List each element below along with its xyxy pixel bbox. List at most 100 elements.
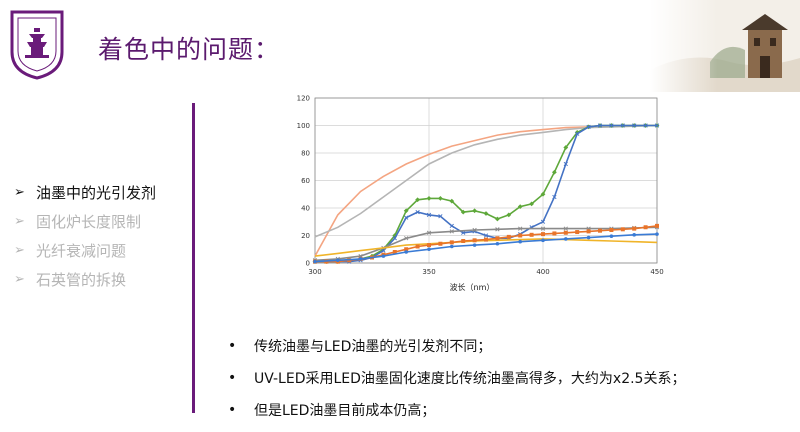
data-point — [586, 229, 591, 234]
arrow-icon: ➢ — [14, 272, 25, 287]
data-point — [472, 238, 477, 243]
x-tick-label: 350 — [422, 268, 435, 276]
data-point — [404, 236, 409, 241]
data-point — [438, 195, 443, 201]
bullet-marker: • — [228, 370, 237, 386]
data-point — [495, 236, 500, 241]
data-point — [438, 214, 443, 219]
series-7 — [313, 232, 659, 264]
series-line — [314, 233, 658, 263]
data-point — [484, 237, 488, 242]
bullet-text: 但是LED油墨目前成本仍高； — [254, 403, 436, 419]
bullet-item: • UV-LED采用LED油墨固化速度比传统油墨高得多，大约为x2.5关系； — [228, 362, 685, 394]
data-point — [449, 240, 454, 245]
nav-item-fiber-attenuation[interactable]: ➢ 光纤衰减问题 — [14, 236, 156, 265]
plot-frame — [314, 97, 658, 264]
y-tick-label: 20 — [301, 232, 310, 240]
data-point — [404, 250, 408, 254]
data-point — [541, 238, 545, 243]
series-2 — [312, 123, 660, 265]
vertical-divider — [192, 103, 195, 413]
nav-item-photoinitiator[interactable]: ➢ 油墨中的光引发剂 — [14, 178, 156, 207]
data-point — [495, 216, 500, 222]
arrow-icon: ➢ — [14, 243, 25, 258]
university-logo — [10, 10, 64, 80]
data-point — [552, 169, 557, 175]
data-point — [575, 230, 580, 235]
data-point — [404, 215, 409, 220]
data-point — [336, 258, 340, 263]
nav-item-oven-length[interactable]: ➢ 固化炉长度限制 — [14, 207, 156, 236]
data-point — [609, 123, 614, 128]
y-tick-label: 120 — [297, 95, 310, 103]
data-point — [575, 131, 580, 136]
data-point — [654, 123, 660, 128]
data-point — [586, 124, 591, 130]
data-point — [404, 247, 409, 252]
series-line — [314, 226, 658, 262]
bullet-item: • 传统油墨与LED油墨的光引发剂不同； — [228, 330, 685, 362]
x-tick-label: 300 — [308, 268, 321, 276]
data-point — [540, 191, 546, 197]
data-point — [460, 209, 466, 215]
data-point — [598, 228, 602, 233]
y-tick-label: 0 — [306, 260, 310, 268]
data-point — [438, 241, 443, 246]
bullet-text: UV-LED采用LED油墨固化速度比传统油墨高得多，大约为x2.5关系； — [254, 371, 686, 387]
campus-building-image — [650, 0, 800, 92]
data-point — [552, 194, 557, 200]
data-point — [518, 233, 523, 238]
data-point — [427, 243, 431, 248]
topic-nav: ➢ 油墨中的光引发剂 ➢ 固化炉长度限制 ➢ 光纤衰减问题 ➢ 石英管的拆换 — [14, 178, 156, 294]
data-point — [552, 231, 557, 236]
data-point — [358, 257, 363, 261]
data-point — [381, 254, 386, 258]
series-1 — [314, 124, 658, 238]
data-point — [632, 233, 636, 237]
data-point — [620, 123, 625, 128]
slide-title: 着色中的问题： — [98, 35, 281, 64]
x-tick-label: 450 — [650, 268, 663, 276]
data-point — [609, 228, 614, 232]
chart-series — [312, 123, 660, 265]
data-point — [450, 244, 454, 249]
series-3 — [312, 123, 660, 264]
y-tick-label: 80 — [301, 150, 310, 158]
nav-item-label: 光纤衰减问题 — [36, 242, 127, 260]
data-point — [403, 208, 409, 214]
absorption-spectrum-chart: 0 20 40 60 80 100 120 300 350 400 450 波长（nm） — [297, 95, 664, 293]
data-point — [609, 234, 614, 238]
arrow-icon: ➢ — [14, 185, 25, 200]
chart-axes: 0 20 40 60 80 100 120 300 350 400 450 — [297, 95, 664, 277]
y-tick-label: 40 — [301, 205, 310, 213]
data-point — [597, 123, 603, 128]
data-point — [506, 234, 511, 239]
data-point — [472, 227, 477, 233]
bullet-list: • 传统油墨与LED油墨的光引发剂不同； • UV-LED采用LED油墨固化速度… — [228, 330, 685, 426]
bullet-marker: • — [228, 338, 237, 354]
data-point — [415, 244, 420, 249]
bullet-text: 传统油墨与LED油墨的光引发剂不同； — [254, 339, 492, 355]
y-tick-label: 60 — [301, 177, 310, 185]
x-axis-label: 波长（nm） — [450, 282, 495, 292]
data-point — [517, 204, 523, 210]
nav-item-quartz-tube[interactable]: ➢ 石英管的拆换 — [14, 265, 156, 294]
data-point — [461, 239, 466, 243]
data-point — [506, 212, 512, 218]
nav-item-label: 固化炉长度限制 — [36, 213, 142, 231]
nav-item-label: 石英管的拆换 — [36, 271, 127, 289]
data-point — [415, 209, 420, 215]
data-point — [518, 239, 522, 244]
data-point — [313, 259, 317, 264]
data-point — [620, 227, 625, 232]
bullet-item: • 但是LED油墨目前成本仍高； — [228, 394, 685, 426]
data-point — [449, 229, 454, 234]
data-point — [415, 197, 420, 203]
data-point — [586, 235, 591, 240]
data-point — [563, 226, 568, 231]
data-point — [564, 237, 568, 241]
data-point — [495, 241, 500, 246]
data-point — [426, 230, 432, 235]
data-point — [655, 223, 659, 228]
data-point — [541, 232, 545, 237]
